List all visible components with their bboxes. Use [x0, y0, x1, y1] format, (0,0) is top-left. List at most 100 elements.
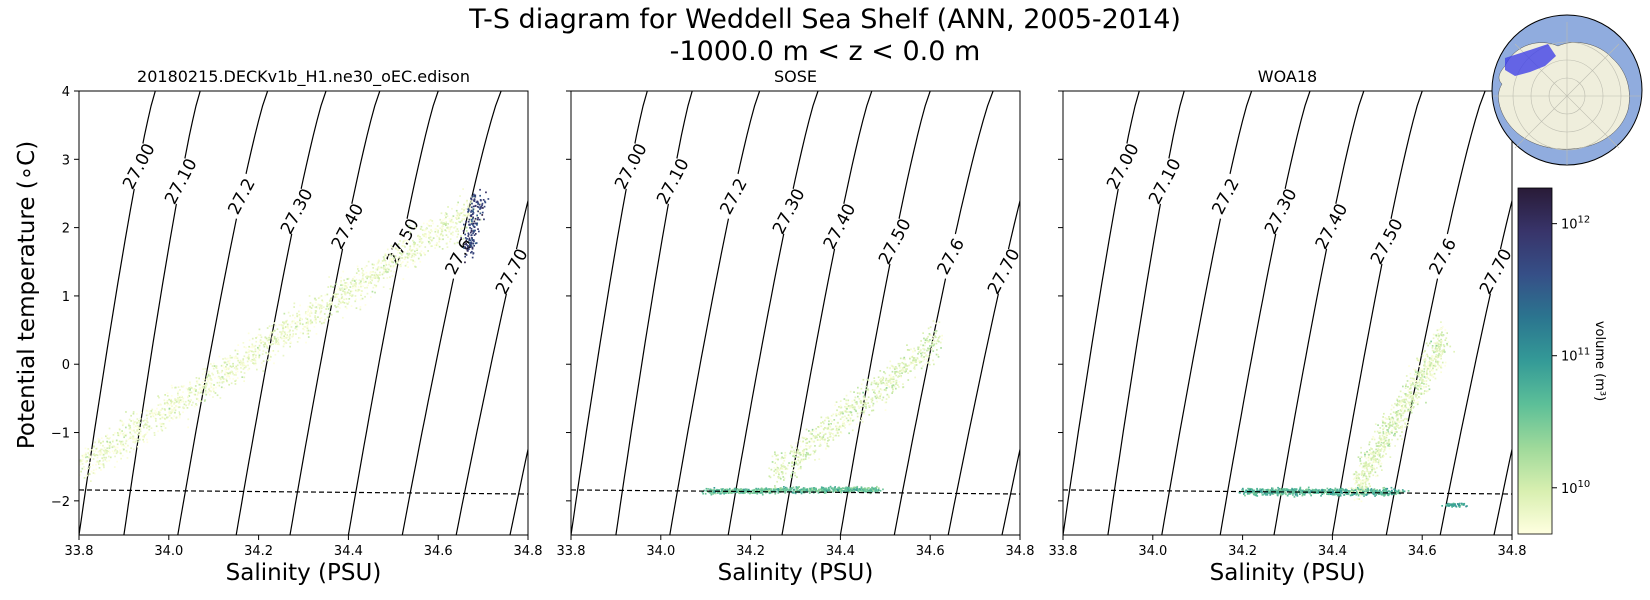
data-point — [1377, 424, 1379, 426]
data-point — [114, 446, 117, 448]
data-point — [712, 493, 714, 495]
data-point — [880, 392, 882, 395]
data-point — [337, 303, 340, 306]
data-point — [164, 414, 167, 416]
data-point — [291, 335, 294, 338]
data-point — [202, 384, 205, 387]
data-point — [155, 425, 158, 428]
density-contour — [1439, 198, 1512, 535]
data-point — [1249, 489, 1252, 491]
data-point — [846, 420, 849, 423]
data-point — [1397, 410, 1400, 412]
data-point — [123, 436, 125, 439]
data-point — [885, 389, 887, 392]
data-point — [114, 455, 116, 458]
data-point — [179, 389, 181, 391]
data-point — [881, 377, 884, 379]
data-point — [907, 349, 909, 351]
data-point — [476, 218, 479, 221]
data-point — [845, 411, 848, 413]
data-point — [213, 384, 215, 386]
data-point — [443, 222, 446, 224]
data-point — [825, 416, 828, 419]
data-point — [461, 211, 464, 214]
data-point — [177, 392, 179, 395]
data-point — [779, 477, 782, 480]
data-point — [121, 448, 124, 451]
data-point — [137, 428, 140, 431]
data-point — [1396, 413, 1398, 416]
data-point — [860, 486, 863, 489]
data-point — [1423, 385, 1425, 388]
data-point — [100, 448, 102, 451]
data-point — [1334, 490, 1337, 492]
data-point — [399, 258, 401, 261]
data-point — [1413, 382, 1415, 385]
data-point — [118, 428, 121, 431]
data-point — [919, 361, 921, 364]
data-point — [353, 276, 356, 278]
data-point — [171, 410, 174, 413]
data-point — [305, 317, 307, 320]
data-point — [319, 296, 321, 299]
data-point — [1256, 492, 1258, 494]
data-point — [871, 487, 873, 489]
data-point — [410, 250, 412, 253]
data-point — [840, 488, 842, 490]
data-point — [797, 459, 800, 461]
data-point — [392, 256, 395, 259]
data-point — [178, 401, 181, 403]
y-tick-label: 4 — [62, 85, 70, 100]
data-point — [341, 299, 344, 302]
data-point — [912, 357, 915, 359]
data-point — [853, 408, 856, 411]
data-point — [462, 230, 465, 232]
data-point — [1278, 489, 1281, 491]
data-point — [212, 388, 214, 391]
data-point — [1323, 490, 1326, 493]
data-point — [1379, 438, 1382, 441]
data-point — [362, 277, 364, 280]
data-point — [869, 492, 872, 495]
data-point — [875, 490, 878, 493]
data-point — [132, 435, 135, 438]
data-point — [357, 270, 360, 272]
data-point — [140, 411, 142, 414]
data-point — [361, 278, 363, 281]
data-point — [1444, 329, 1447, 331]
data-point — [309, 302, 312, 304]
data-point — [379, 271, 381, 274]
data-point — [408, 255, 410, 258]
data-point — [248, 354, 251, 357]
data-point — [309, 329, 311, 332]
data-point — [84, 452, 87, 455]
data-point — [1388, 416, 1390, 418]
data-point — [444, 221, 447, 224]
data-point — [760, 489, 763, 492]
scatter-cluster — [79, 188, 482, 482]
data-point — [774, 487, 777, 489]
data-point — [845, 399, 847, 402]
data-point — [146, 410, 148, 412]
data-point — [1432, 333, 1435, 336]
data-point — [1324, 491, 1327, 493]
data-point — [467, 235, 470, 237]
data-point — [767, 489, 770, 491]
data-point — [916, 357, 919, 359]
data-point — [108, 444, 111, 447]
data-point — [384, 259, 387, 262]
data-point — [283, 335, 286, 337]
data-point — [377, 266, 380, 268]
data-point — [252, 362, 254, 364]
data-point — [307, 314, 309, 316]
data-point — [279, 336, 282, 339]
data-point — [171, 400, 173, 403]
data-point — [1282, 489, 1284, 492]
data-point — [293, 306, 295, 308]
data-point — [182, 411, 184, 414]
data-point — [736, 488, 739, 490]
data-point — [456, 241, 459, 244]
data-point — [780, 457, 783, 460]
data-point — [399, 240, 401, 242]
data-point — [113, 445, 115, 448]
